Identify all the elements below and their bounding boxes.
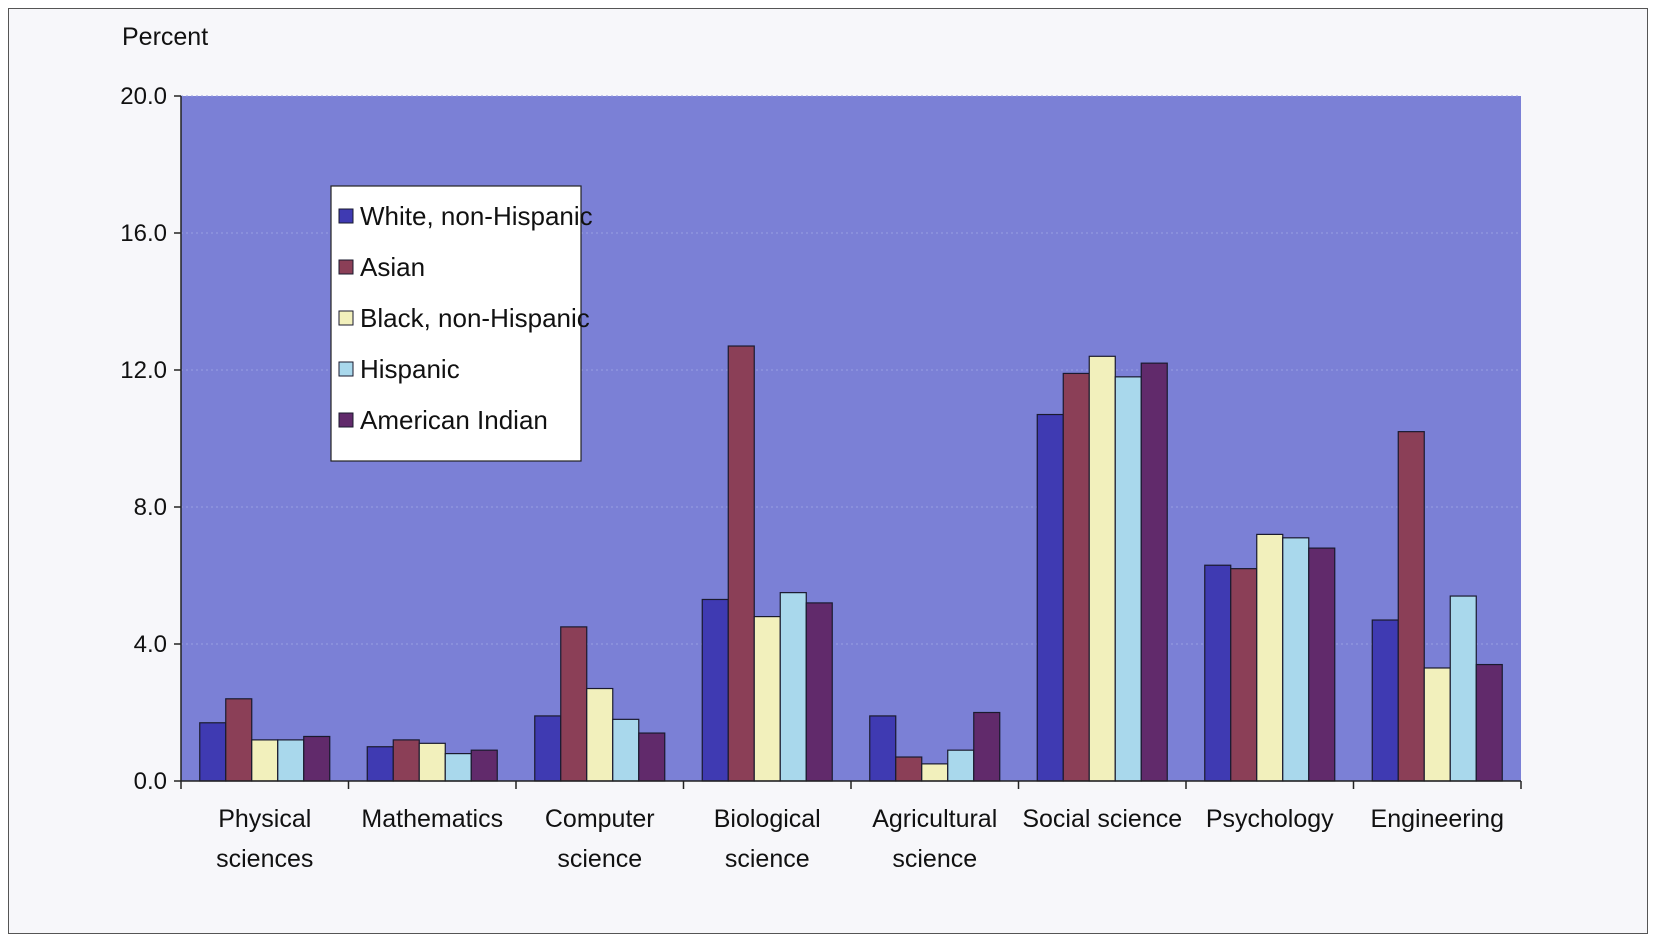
bar-4-8 bbox=[1449, 595, 1477, 782]
y-tick-label-3: 12.0 bbox=[120, 357, 167, 384]
bar-3-4 bbox=[753, 615, 781, 782]
y-tick-label-4: 16.0 bbox=[120, 220, 167, 247]
legend-label-4: Hispanic bbox=[360, 354, 460, 384]
x-category-label-2-1: Mathematics bbox=[361, 805, 503, 833]
bar-5-3 bbox=[638, 732, 666, 782]
bar-1-8 bbox=[1371, 619, 1399, 782]
bar-2-5 bbox=[895, 756, 923, 782]
x-category-label-5-1: Agricultural bbox=[872, 805, 997, 833]
bar-3-3 bbox=[586, 687, 614, 782]
legend-label-3: Black, non-Hispanic bbox=[360, 303, 590, 333]
legend: White, non-Hispanic Asian Black, non-Hispa… bbox=[330, 185, 593, 462]
legend-swatch-2 bbox=[338, 259, 354, 275]
legend-label-5: American Indian bbox=[360, 405, 548, 435]
y-axis-title: Percent bbox=[122, 23, 208, 51]
bar-4-4 bbox=[779, 592, 807, 782]
bar-chart: Percent 0.0 4.0 8.0 12.0 16.0 20.0 Physical sc… bbox=[120, 23, 1522, 873]
bar-4-5 bbox=[947, 749, 975, 782]
bar-4-7 bbox=[1282, 537, 1310, 782]
x-category-label-4-2: science bbox=[725, 845, 810, 873]
bar-2-8 bbox=[1397, 431, 1425, 782]
bar-5-6 bbox=[1140, 362, 1168, 782]
legend-label-1: White, non-Hispanic bbox=[360, 201, 593, 231]
y-tick-label-0: 0.0 bbox=[134, 768, 167, 795]
bar-2-1 bbox=[225, 698, 253, 782]
bar-5-4 bbox=[805, 602, 833, 782]
bar-1-7 bbox=[1204, 564, 1232, 782]
bar-1-3 bbox=[534, 715, 562, 782]
bar-3-5 bbox=[921, 763, 949, 782]
bar-1-2 bbox=[366, 746, 394, 782]
bar-4-3 bbox=[612, 718, 640, 782]
y-tick-label-5: 20.0 bbox=[120, 83, 167, 110]
chart-frame: Percent 0.0 4.0 8.0 12.0 16.0 20.0 Physical sc… bbox=[8, 8, 1648, 934]
x-category-label-6-1: Social science bbox=[1022, 805, 1182, 833]
bar-2-4 bbox=[727, 345, 755, 782]
bar-3-6 bbox=[1088, 355, 1116, 782]
bar-5-1 bbox=[303, 735, 331, 782]
bar-3-7 bbox=[1256, 533, 1284, 782]
y-tick-label-1: 4.0 bbox=[134, 631, 167, 658]
bar-5-8 bbox=[1475, 663, 1503, 782]
axes-group bbox=[174, 95, 1522, 789]
x-category-label-4-1: Biological bbox=[714, 805, 821, 833]
legend-swatch-5 bbox=[338, 412, 354, 428]
bar-2-6 bbox=[1062, 372, 1090, 782]
bar-2-2 bbox=[392, 739, 420, 782]
legend-swatch-3 bbox=[338, 310, 354, 326]
bar-1-6 bbox=[1036, 413, 1064, 782]
legend-box bbox=[330, 185, 582, 462]
bar-4-1 bbox=[277, 739, 305, 782]
x-category-label-3-2: science bbox=[557, 845, 642, 873]
y-tick-labels: 0.0 4.0 8.0 12.0 16.0 20.0 bbox=[120, 83, 167, 795]
bar-2-7 bbox=[1230, 568, 1258, 782]
x-category-label-8-1: Engineering bbox=[1371, 805, 1504, 833]
legend-label-2: Asian bbox=[360, 252, 425, 282]
bar-5-7 bbox=[1308, 547, 1336, 782]
bar-1-5 bbox=[869, 715, 897, 782]
legend-swatch-4 bbox=[338, 361, 354, 377]
bar-5-5 bbox=[973, 711, 1001, 782]
bar-4-6 bbox=[1114, 376, 1142, 782]
bar-5-2 bbox=[470, 749, 498, 782]
x-category-label-1-2: sciences bbox=[216, 845, 313, 873]
bar-3-8 bbox=[1423, 667, 1451, 782]
bar-3-1 bbox=[251, 739, 279, 782]
bar-1-1 bbox=[199, 722, 227, 782]
x-category-labels: Physical sciences Mathematics Computer scien… bbox=[216, 805, 1504, 873]
x-category-label-5-2: science bbox=[892, 845, 977, 873]
y-tick-label-2: 8.0 bbox=[134, 494, 167, 521]
x-category-label-1-1: Physical bbox=[218, 805, 311, 833]
legend-swatch-1 bbox=[338, 208, 354, 224]
bar-1-4 bbox=[701, 598, 729, 782]
bar-4-2 bbox=[444, 752, 472, 782]
x-category-label-7-1: Psychology bbox=[1206, 805, 1334, 833]
bar-2-3 bbox=[560, 626, 588, 782]
bar-3-2 bbox=[418, 742, 446, 782]
x-category-label-3-1: Computer bbox=[545, 805, 655, 833]
